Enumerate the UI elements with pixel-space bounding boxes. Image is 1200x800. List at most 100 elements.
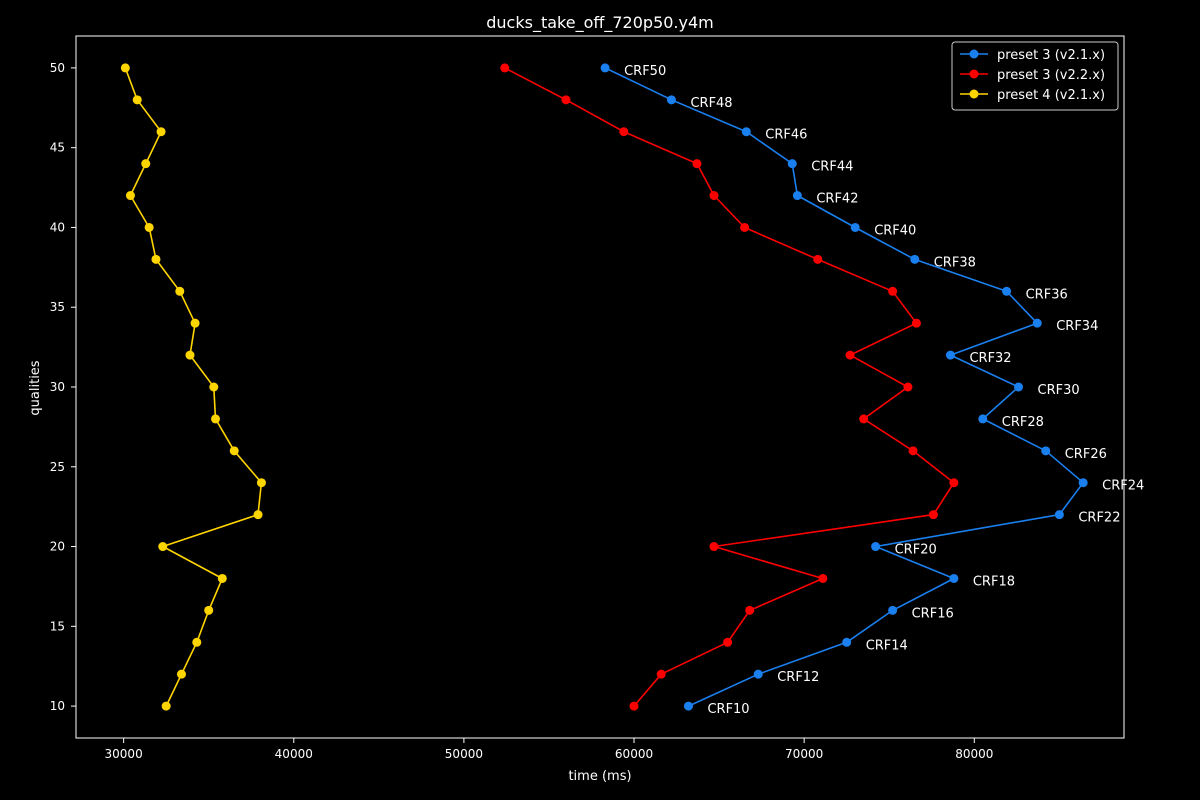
data-point <box>666 95 676 105</box>
legend-swatch-marker <box>969 49 979 59</box>
data-point <box>911 318 921 328</box>
crf-label: CRF50 <box>624 64 666 79</box>
data-point <box>740 222 750 232</box>
data-point <box>888 605 898 615</box>
data-point <box>132 95 142 105</box>
y-tick-label: 40 <box>50 220 65 234</box>
data-point <box>945 350 955 360</box>
data-point <box>144 222 154 232</box>
crf-label: CRF18 <box>973 574 1015 589</box>
crf-label: CRF48 <box>690 96 732 111</box>
crf-label: CRF36 <box>1026 287 1068 302</box>
data-point <box>908 446 918 456</box>
data-point <box>888 286 898 296</box>
data-point <box>978 414 988 424</box>
data-point <box>211 414 221 424</box>
legend-swatch-marker <box>969 89 979 99</box>
y-axis-label: qualities <box>28 360 43 415</box>
data-point <box>1054 510 1064 520</box>
data-point <box>158 542 168 552</box>
y-tick-label: 45 <box>50 141 65 155</box>
data-point <box>629 701 639 711</box>
crf-label: CRF22 <box>1078 511 1120 526</box>
crf-label: CRF10 <box>707 702 749 717</box>
data-point <box>787 159 797 169</box>
data-point <box>813 254 823 264</box>
crf-label: CRF26 <box>1065 447 1107 462</box>
data-point <box>949 478 959 488</box>
data-point <box>185 350 195 360</box>
data-point <box>209 382 219 392</box>
series-layer <box>120 63 1088 711</box>
crf-label: CRF30 <box>1038 383 1080 398</box>
data-point <box>1078 478 1088 488</box>
data-point <box>561 95 571 105</box>
legend: preset 3 (v2.1.x) preset 3 (v2.2.x) preset… <box>951 41 1119 111</box>
x-axis-label: time (ms) <box>568 769 631 784</box>
x-tick-label: 40000 <box>275 747 313 761</box>
crf-label: CRF42 <box>816 192 858 207</box>
data-point <box>818 573 828 583</box>
data-point <box>709 542 719 552</box>
data-point <box>176 669 186 679</box>
y-axis-ticks: 10 15 20 25 30 35 40 45 50 <box>50 61 76 713</box>
data-point <box>229 446 239 456</box>
data-point <box>151 254 161 264</box>
data-point <box>204 605 214 615</box>
crf-label: CRF40 <box>874 223 916 238</box>
data-point <box>125 191 135 201</box>
data-point <box>619 127 629 137</box>
data-point <box>141 159 151 169</box>
y-tick-label: 50 <box>50 61 65 75</box>
data-point <box>842 637 852 647</box>
data-point <box>120 63 130 73</box>
data-point <box>903 382 913 392</box>
legend-label: preset 4 (v2.1.x) <box>997 88 1105 103</box>
data-point <box>600 63 610 73</box>
legend-swatch-marker <box>969 69 979 79</box>
y-tick-label: 25 <box>50 460 65 474</box>
y-tick-label: 35 <box>50 300 65 314</box>
series-1 <box>600 63 1088 711</box>
x-axis-ticks: 30000 40000 50000 60000 70000 80000 <box>105 738 993 761</box>
series-3 <box>120 63 266 711</box>
data-point <box>500 63 510 73</box>
y-tick-label: 15 <box>50 619 65 633</box>
data-point <box>190 318 200 328</box>
data-point <box>709 191 719 201</box>
data-point <box>871 542 881 552</box>
crf-label: CRF24 <box>1102 479 1144 494</box>
data-point <box>723 637 733 647</box>
crf-label: CRF28 <box>1002 415 1044 430</box>
crf-label: CRF44 <box>811 160 853 175</box>
data-point <box>845 350 855 360</box>
y-tick-label: 10 <box>50 699 65 713</box>
crf-label: CRF16 <box>912 606 954 621</box>
crf-label: CRF12 <box>777 670 819 685</box>
y-tick-label: 30 <box>50 380 65 394</box>
crf-label: CRF46 <box>765 128 807 143</box>
data-point <box>161 701 171 711</box>
data-point <box>156 127 166 137</box>
crf-label: CRF32 <box>969 351 1011 366</box>
data-point <box>859 414 869 424</box>
series-2 <box>500 63 959 711</box>
data-point <box>741 127 751 137</box>
data-point <box>217 573 227 583</box>
data-point <box>949 573 959 583</box>
chart-title: ducks_take_off_720p50.y4m <box>486 13 714 33</box>
legend-label: preset 3 (v2.2.x) <box>997 68 1105 83</box>
data-point <box>910 254 920 264</box>
data-point <box>656 669 666 679</box>
data-point <box>928 510 938 520</box>
crf-label: CRF38 <box>934 255 976 270</box>
data-point <box>753 669 763 679</box>
crf-label: CRF14 <box>866 638 908 653</box>
y-tick-label: 20 <box>50 540 65 554</box>
data-point <box>256 478 266 488</box>
data-point <box>792 191 802 201</box>
data-point <box>1032 318 1042 328</box>
point-labels: CRF50 CRF48 CRF46 CRF44 CRF42 CRF40 CRF38 CRF36… <box>624 64 1144 717</box>
